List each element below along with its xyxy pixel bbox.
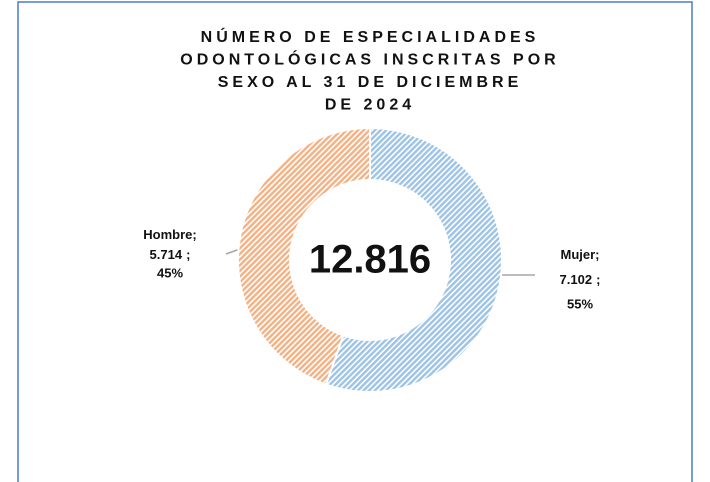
center-label: 12.816 [309,238,431,282]
chart-title: NÚMERO DE ESPECIALIDADES [201,27,540,46]
separator: ; [192,227,196,242]
value-label: 5.714 [150,247,183,262]
data-label: 5.714; [150,247,191,262]
chart-title: ODONTOLÓGICAS INSCRITAS POR [180,50,559,69]
separator: ; [595,247,599,262]
percentage-label: 55% [567,296,593,311]
donut-slice [324,126,503,393]
data-label: Mujer; [560,247,599,262]
data-label: 7.102; [560,272,601,287]
frame [17,1,693,482]
chart-title: SEXO AL 31 DE DICIEMBRE [218,74,523,91]
separator: ; [186,247,190,262]
separator: ; [596,272,600,287]
percentage-label: 45% [157,265,183,280]
category-name: Hombre [143,227,192,242]
donut-slice [237,126,371,386]
value-label: 7.102 [560,272,593,287]
category-name: Mujer [560,247,595,262]
chart-title: DE 2024 [325,97,415,114]
data-label: Hombre; [143,227,196,242]
